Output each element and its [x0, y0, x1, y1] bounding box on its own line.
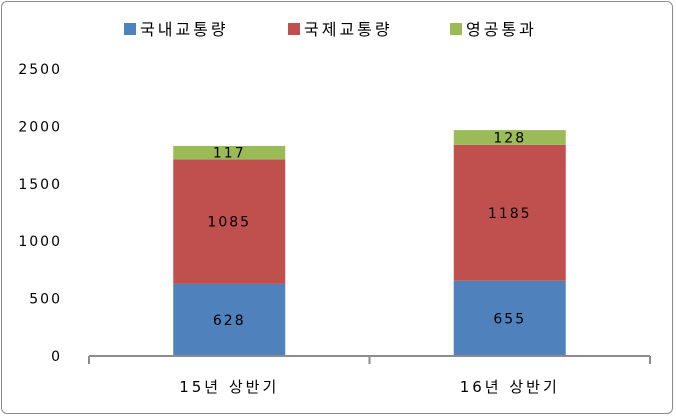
y-tick-label: 500 — [29, 292, 62, 308]
y-tick-label: 1000 — [18, 234, 62, 250]
data-label: 655 — [493, 311, 526, 327]
data-label: 128 — [493, 130, 526, 146]
bar-segment — [173, 283, 286, 356]
legend-swatch — [450, 23, 462, 35]
bar-segment — [173, 145, 286, 160]
bar-segment — [173, 159, 286, 284]
bars: 628 1085 117 655 1185 128 — [173, 130, 566, 356]
legend-label: 영공통과 — [466, 20, 537, 39]
y-tick-label: 2000 — [18, 119, 62, 135]
x-category-label: 15년 상반기 — [179, 378, 279, 396]
x-axis: 15년 상반기 16년 상반기 — [88, 355, 651, 396]
y-tick-label: 0 — [51, 349, 62, 365]
bar-segment — [453, 144, 566, 281]
data-label: 628 — [213, 313, 246, 329]
data-label: 117 — [213, 146, 246, 162]
legend-label: 국내교통량 — [140, 20, 229, 39]
data-label: 1185 — [488, 206, 532, 222]
legend: 국내교통량 국제교통량 영공통과 — [124, 20, 537, 39]
legend-swatch — [288, 23, 300, 35]
y-tick-label: 1500 — [18, 177, 62, 193]
legend-label: 국제교통량 — [304, 20, 393, 39]
legend-swatch — [124, 23, 136, 35]
y-tick-label: 2500 — [18, 62, 62, 78]
bar-segment — [453, 130, 566, 145]
y-axis: 0 500 1000 1500 2000 2500 — [18, 62, 62, 365]
data-label: 1085 — [207, 215, 251, 231]
bar-segment — [453, 280, 566, 356]
x-category-label: 16년 상반기 — [460, 378, 560, 396]
